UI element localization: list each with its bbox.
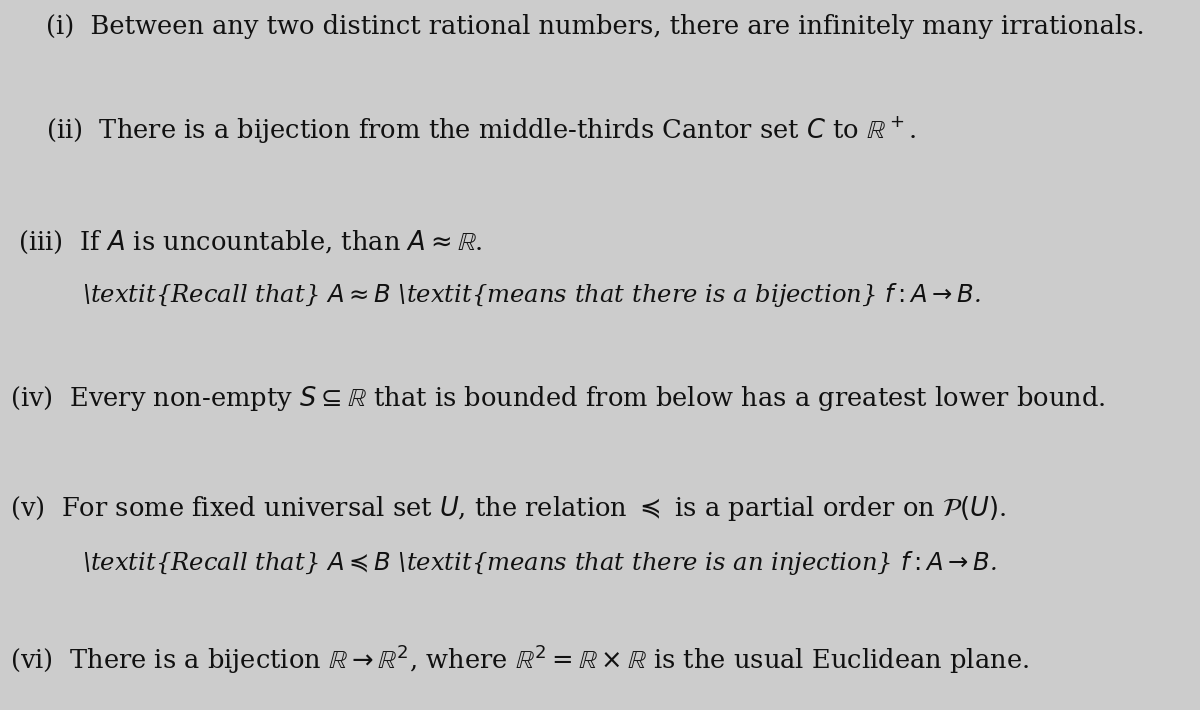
Text: \textit{Recall that} $A \preceq B$ \textit{means that there is an injection} $f : \textit{Recall that} $A \preceq B$ \text…: [82, 549, 996, 577]
Text: (iii)  If $\mathit{A}$ is uncountable, than $A \approx \mathbb{R}$.: (iii) If $\mathit{A}$ is uncountable, th…: [18, 229, 482, 256]
Text: (vi)  There is a bijection $\mathbb{R} \to \mathbb{R}^2$, where $\mathbb{R}^2 = : (vi) There is a bijection $\mathbb{R} \t…: [10, 643, 1028, 676]
Text: (ii)  There is a bijection from the middle-thirds Cantor set $\mathit{C}$ to $\m: (ii) There is a bijection from the middl…: [46, 114, 916, 146]
Text: (v)  For some fixed universal set $\mathit{U}$, the relation $\preceq$ is a part: (v) For some fixed universal set $\mathi…: [10, 494, 1006, 523]
Text: \textit{Recall that} $A \approx B$ \textit{means that there is a bijection} $f :: \textit{Recall that} $A \approx B$ \text…: [82, 281, 980, 309]
Text: (iv)  Every non-empty $S \subseteq \mathbb{R}$ that is bounded from below has a : (iv) Every non-empty $S \subseteq \mathb…: [10, 384, 1105, 413]
Text: (i)  Between any two distinct rational numbers, there are infinitely many irrati: (i) Between any two distinct rational nu…: [46, 14, 1145, 39]
